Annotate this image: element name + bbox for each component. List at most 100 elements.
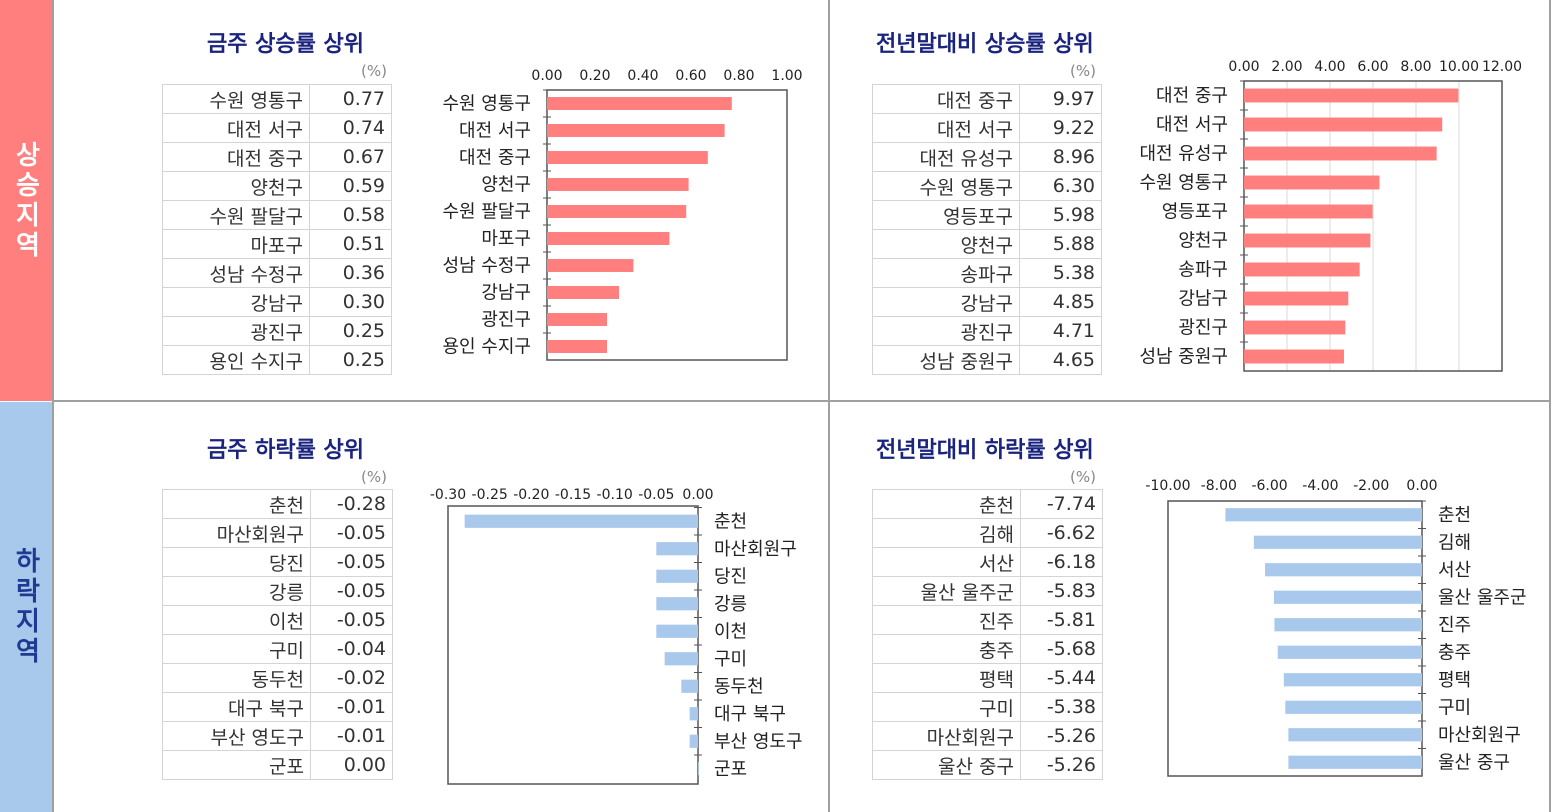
tick-label: 0.00 [531, 68, 562, 84]
tick-label: 12.00 [1482, 59, 1522, 75]
change-rate-cell: -5.26 [1020, 750, 1103, 780]
category-label: 강남구 [1178, 289, 1228, 310]
table-row: 울산 중구 -5.26 [872, 750, 1103, 780]
change-rate-cell: 0.74 [309, 113, 392, 143]
region-name-cell: 수원 영통구 [872, 171, 1020, 201]
change-rate-cell: -0.01 [310, 692, 393, 722]
bar [1274, 618, 1422, 632]
category-label: 진주 [1438, 615, 1471, 636]
region-name-cell: 구미 [162, 634, 311, 664]
region-name-cell: 대전 중구 [872, 84, 1020, 114]
tick-label: 0.00 [1406, 478, 1437, 494]
tick-label: -0.15 [555, 487, 591, 503]
table-row: 구미 -0.04 [162, 634, 393, 664]
table-row: 군포 0.00 [162, 750, 393, 780]
bar [1273, 590, 1422, 604]
tick-label: -0.05 [638, 487, 674, 503]
tick-label: 6.00 [1357, 59, 1388, 75]
category-label: 수원 영통구 [1139, 173, 1228, 194]
table-row: 이천 -0.05 [162, 605, 393, 635]
table-row: 춘천 -7.74 [872, 489, 1103, 519]
category-label: 영등포구 [1162, 202, 1228, 223]
bar [1244, 349, 1344, 364]
bar [547, 340, 607, 353]
bar [547, 286, 619, 299]
tick-label: 2.00 [1271, 59, 1302, 75]
bar [1244, 175, 1380, 190]
table-row: 성남 수정구 0.36 [162, 258, 392, 288]
table-row: 대전 서구 9.22 [872, 113, 1102, 143]
category-label: 구미 [1438, 697, 1471, 718]
rise-year-title: 전년말대비 상승률 상위 [876, 32, 1094, 57]
table-row: 수원 영통구 6.30 [872, 171, 1102, 201]
table-row: 마산회원구 -0.05 [162, 518, 393, 548]
tick-label: 4.00 [1314, 59, 1345, 75]
fall-week-unit: (%) [361, 468, 387, 486]
change-rate-cell: 0.25 [309, 316, 392, 346]
category-label: 송파구 [1178, 260, 1228, 281]
bar [547, 313, 607, 326]
category-label: 수원 팔달구 [442, 202, 531, 223]
region-name-cell: 강릉 [162, 576, 311, 606]
category-label: 양천구 [1178, 231, 1228, 252]
fall-year-unit: (%) [1070, 468, 1096, 486]
region-name-cell: 춘천 [162, 489, 311, 519]
tick-label: 0.00 [682, 487, 713, 503]
category-label: 마포구 [481, 229, 531, 250]
bar [547, 151, 708, 164]
category-label: 부산 영도구 [714, 731, 803, 752]
category-label: 성남 수정구 [442, 256, 531, 277]
category-label: 대구 북구 [714, 704, 786, 725]
tick-label: 1.00 [771, 68, 802, 84]
region-name-cell: 성남 수정구 [162, 258, 310, 288]
region-name-cell: 수원 팔달구 [162, 200, 310, 230]
bar [547, 178, 689, 191]
tick-label: 10.00 [1439, 59, 1479, 75]
tick-label: -10.00 [1145, 478, 1190, 494]
bar [464, 514, 698, 528]
table-row: 양천구 5.88 [872, 229, 1102, 259]
table-row: 서산 -6.18 [872, 547, 1103, 577]
category-label: 군포 [714, 759, 747, 780]
tick-label: 8.00 [1400, 59, 1431, 75]
fall-year-title: 전년말대비 하락률 상위 [876, 438, 1094, 463]
table-row: 수원 영통구 0.77 [162, 84, 392, 114]
region-name-cell: 대구 북구 [162, 692, 311, 722]
category-label: 대전 중구 [1156, 86, 1228, 107]
table-row: 동두천 -0.02 [162, 663, 393, 693]
bar [656, 624, 698, 638]
bar [1288, 755, 1422, 769]
category-label: 춘천 [714, 511, 747, 532]
tick-label: -0.25 [472, 487, 508, 503]
change-rate-cell: -5.83 [1020, 576, 1103, 606]
region-name-cell: 광진구 [162, 316, 310, 346]
region-name-cell: 강남구 [872, 287, 1020, 317]
tick-label: -0.30 [430, 487, 466, 503]
change-rate-cell: 5.88 [1019, 229, 1102, 259]
region-name-cell: 마포구 [162, 229, 310, 259]
category-label: 광진구 [481, 310, 531, 331]
table-row: 충주 -5.68 [872, 634, 1103, 664]
category-label: 대전 중구 [459, 148, 531, 169]
category-label: 대전 서구 [1156, 115, 1228, 136]
region-name-cell: 성남 중원구 [872, 345, 1020, 375]
region-name-cell: 강남구 [162, 287, 310, 317]
bar [664, 652, 698, 666]
bar [1283, 673, 1422, 687]
fall-region-label: 하락지역 [10, 547, 41, 667]
table-row: 대전 유성구 8.96 [872, 142, 1102, 172]
bar [547, 97, 732, 110]
change-rate-cell: 4.71 [1019, 316, 1102, 346]
fall-week-chart: -0.30 -0.25 -0.20 -0.15 -0.10 -0.05 0.00춘천마산회원… [430, 487, 803, 785]
bar [1244, 117, 1443, 132]
category-label: 서산 [1438, 560, 1471, 581]
region-name-cell: 이천 [162, 605, 311, 635]
category-label: 춘천 [1438, 505, 1471, 526]
change-rate-cell: -5.81 [1020, 605, 1103, 635]
region-name-cell: 대전 서구 [872, 113, 1020, 143]
change-rate-cell: -0.04 [310, 634, 393, 664]
region-name-cell: 구미 [872, 692, 1021, 722]
change-rate-cell: -0.02 [310, 663, 393, 693]
change-rate-cell: 0.36 [309, 258, 392, 288]
